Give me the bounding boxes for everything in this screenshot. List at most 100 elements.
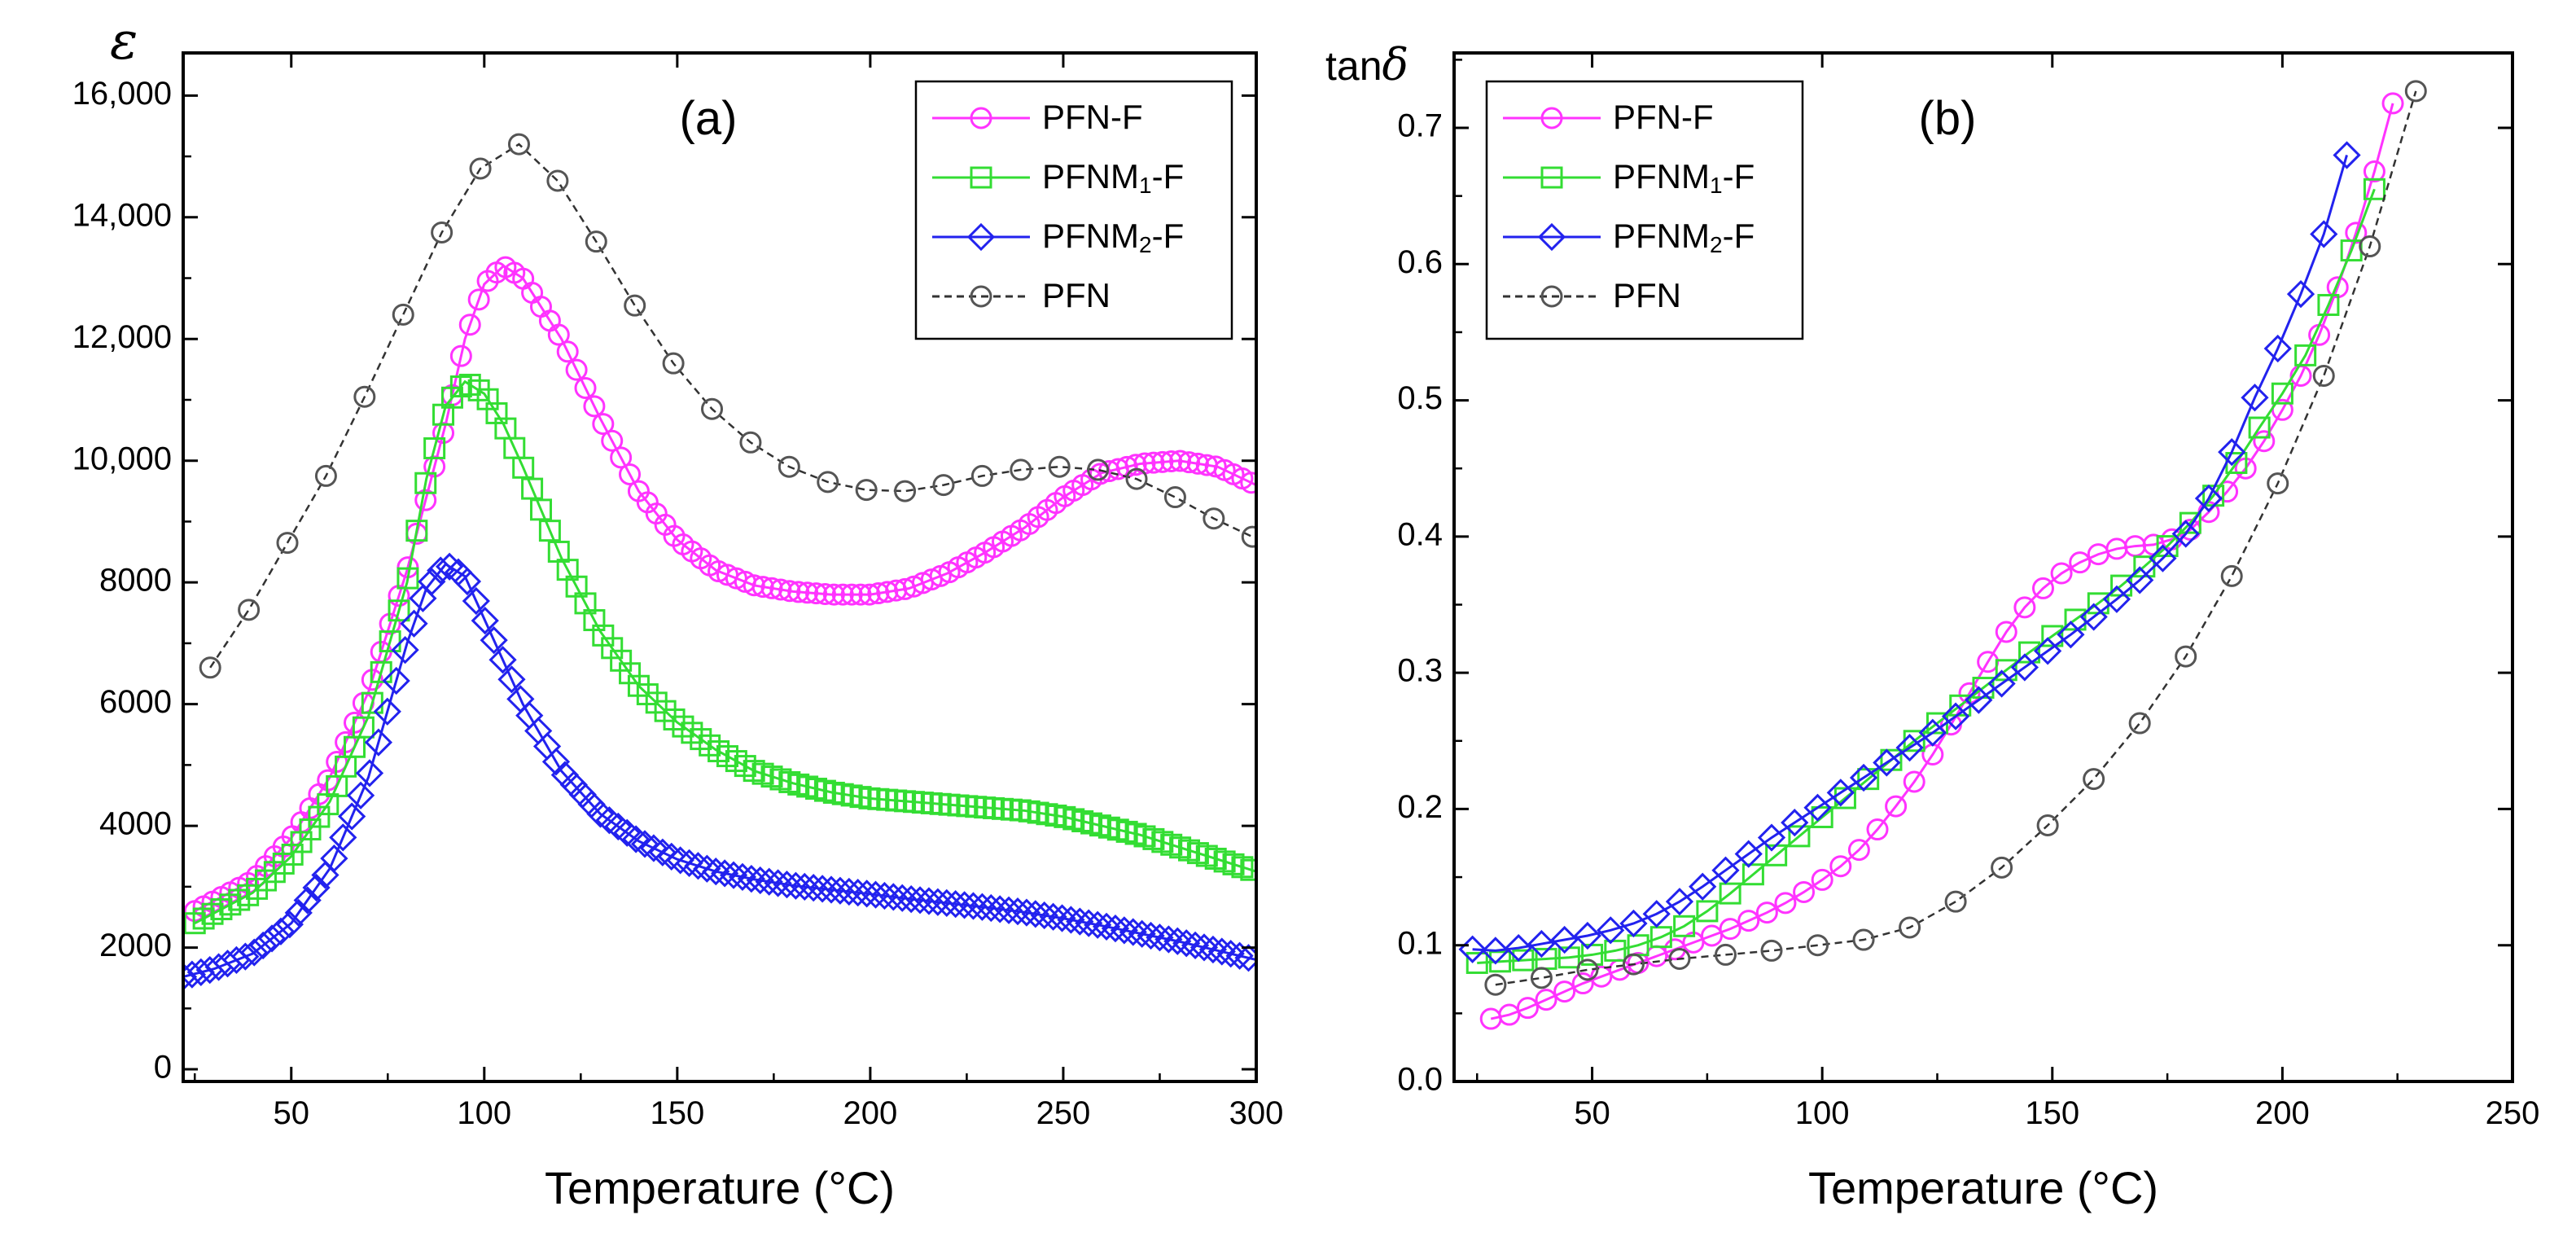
data-point (693, 854, 721, 883)
data-point (728, 862, 757, 891)
data-point (1734, 840, 1763, 868)
data-point (894, 480, 917, 502)
series-pfn (199, 133, 1256, 679)
data-point (755, 867, 783, 896)
x-tick-label: 150 (2025, 1095, 2079, 1131)
legend-item-pfnm1-f: PFNM1-F (932, 157, 1184, 198)
data-point (329, 823, 357, 852)
data-point (2248, 416, 2271, 439)
data-point (414, 472, 437, 494)
data-point (1084, 910, 1112, 939)
data-point (1668, 947, 1691, 970)
x-tick-label: 200 (2255, 1095, 2310, 1131)
y-tick-label: 0.7 (1397, 108, 1443, 144)
series-line-pfnm2-f (1472, 155, 2348, 952)
data-point (469, 157, 492, 180)
data-point (675, 849, 703, 877)
data-point (2102, 585, 2131, 613)
data-point (2381, 92, 2404, 115)
data-point (1530, 967, 1553, 989)
data-point (1944, 890, 1967, 913)
data-point (621, 825, 651, 853)
data-point (941, 890, 970, 919)
data-point (782, 871, 810, 900)
data-point (702, 858, 730, 886)
data-point (849, 583, 872, 606)
data-point (320, 844, 348, 873)
data-point (2069, 551, 2092, 574)
data-point (619, 463, 642, 485)
data-point (1714, 943, 1737, 966)
y-tick-label: 0.3 (1397, 653, 1443, 689)
plot-frame (1452, 51, 2514, 1083)
data-point (436, 552, 464, 581)
data-point (610, 446, 633, 469)
plot-area (183, 133, 1256, 991)
data-point (1512, 949, 1535, 972)
data-point (353, 385, 376, 408)
plot-frame (182, 51, 1258, 1083)
x-tick-label: 300 (1229, 1095, 1284, 1131)
data-point (923, 888, 952, 916)
data-point (352, 716, 375, 739)
data-point (583, 395, 606, 418)
data-point (2018, 641, 2041, 664)
data-point (1207, 937, 1236, 966)
data-point (1965, 686, 1993, 714)
data-point (1489, 950, 1512, 973)
data-point (388, 599, 410, 622)
data-point (808, 875, 837, 903)
x-tick-label: 100 (457, 1095, 511, 1131)
data-point (719, 861, 748, 889)
data-point (585, 230, 607, 253)
data-point (1918, 718, 1947, 747)
data-point (1186, 452, 1209, 475)
legend: PFN-F PFNM1-F PFNM2-F PFN (1485, 80, 1804, 340)
data-point (905, 886, 935, 915)
x-axis-title: Temperature (°C) (1808, 1162, 2158, 1213)
data-point (396, 567, 419, 590)
y-tick-label: 0.4 (1397, 516, 1443, 552)
data-point (1550, 925, 1579, 954)
data-point (986, 895, 1014, 923)
data-point (302, 873, 331, 902)
legend: PFN-F PFNM1-F PFNM2-F PFN (914, 80, 1233, 340)
data-point (950, 891, 979, 919)
data-point (751, 576, 774, 599)
data-point (2220, 564, 2243, 587)
y-tick-label: 0.1 (1397, 925, 1443, 961)
data-point (488, 646, 517, 674)
data-point (1241, 525, 1256, 548)
data-point (240, 938, 269, 967)
data-point (1505, 933, 1533, 963)
data-point (462, 586, 490, 616)
data-point (2010, 653, 2039, 682)
data-point (746, 866, 774, 895)
data-point (1622, 953, 1645, 976)
data-point (778, 455, 800, 478)
data-point (2263, 334, 2292, 363)
data-point (1991, 856, 2013, 879)
data-point (1154, 925, 1183, 954)
data-point (2083, 768, 2105, 791)
data-point (1553, 980, 1576, 1003)
data-point (1987, 669, 2016, 698)
data-point (2294, 344, 2317, 366)
data-point (711, 859, 739, 888)
data-point (1125, 467, 1148, 490)
data-point (418, 568, 446, 596)
data-point (1719, 918, 1741, 941)
data-point (373, 697, 401, 726)
data-point (512, 456, 535, 479)
data-point (1793, 880, 1816, 903)
legend-marker (1540, 107, 1563, 129)
legend-label: PFNM1-F (1613, 157, 1755, 198)
data-point (266, 917, 296, 945)
data-point (1573, 921, 1602, 950)
data-point (405, 520, 428, 542)
data-point (1146, 923, 1174, 952)
data-point (1535, 989, 1557, 1011)
data-point (199, 656, 221, 679)
data-point (2128, 712, 2151, 735)
